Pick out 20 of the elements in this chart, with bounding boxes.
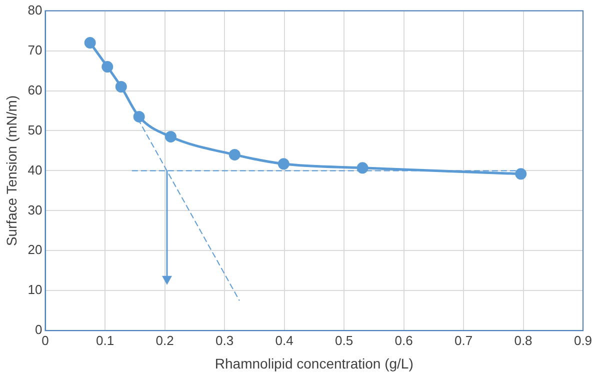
x-tick-label: 0.4: [275, 332, 294, 348]
x-tick-label: 0.6: [394, 332, 413, 348]
y-tick-label: 10: [28, 282, 42, 298]
x-axis-title: Rhamnolipid concentration (g/L): [214, 355, 414, 372]
y-tick-label: 50: [28, 122, 42, 138]
x-tick-label: 0.9: [574, 332, 592, 348]
y-tick-label: 20: [28, 242, 42, 258]
y-tick-label: 60: [28, 82, 42, 98]
x-tick-label: 0.5: [334, 332, 354, 348]
y-tick-label: 70: [28, 42, 42, 58]
y-tick-label: 30: [28, 202, 42, 218]
x-tick-label: 0.1: [96, 332, 114, 348]
y-tick-label: 80: [28, 2, 42, 18]
x-tick-label: 0.7: [454, 332, 473, 348]
x-tick-label: 0.3: [215, 332, 234, 348]
x-tick-label: 0.2: [156, 332, 174, 348]
y-tick-label: 40: [28, 162, 42, 178]
y-axis-title: Surface Tension (mN/m): [3, 95, 20, 246]
y-tick-label: 0: [35, 322, 42, 338]
x-tick-label: 0.8: [514, 332, 532, 348]
